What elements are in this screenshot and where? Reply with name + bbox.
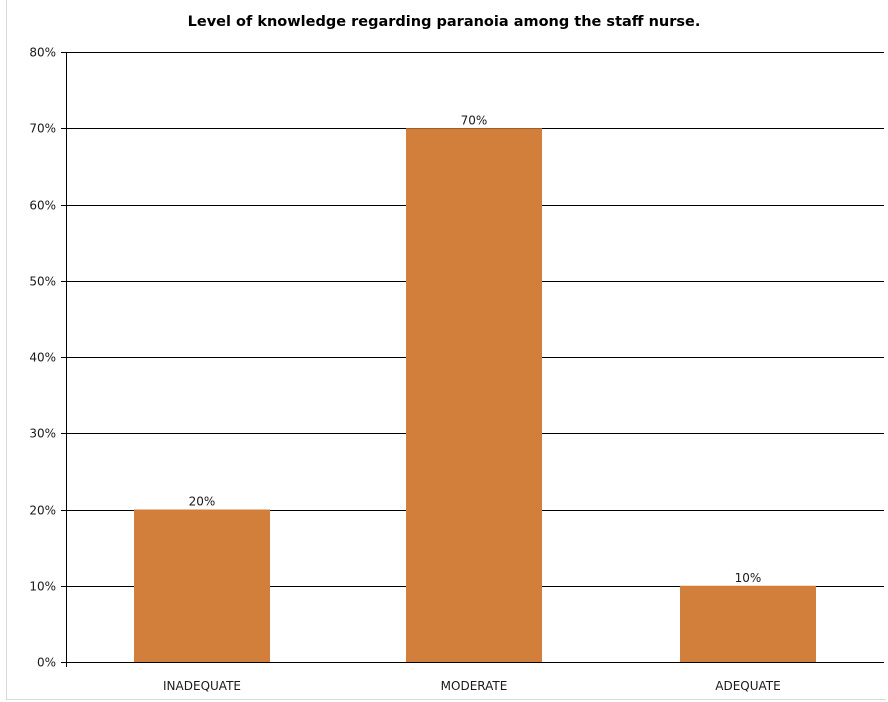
- y-tick-label: 30%: [29, 427, 56, 441]
- y-tick-label: 70%: [29, 122, 56, 136]
- y-tick-label: 40%: [29, 351, 56, 365]
- bars: [134, 128, 816, 662]
- data-label: 10%: [735, 571, 762, 585]
- y-tick-label: 80%: [29, 46, 56, 60]
- bar-moderate: [406, 128, 542, 662]
- y-tick-label: 60%: [29, 199, 56, 213]
- bar-adequate: [680, 585, 816, 662]
- data-label: 70%: [461, 113, 488, 127]
- x-tick-label: MODERATE: [441, 679, 508, 693]
- y-tick-label: 20%: [29, 504, 56, 518]
- y-tick-label: 50%: [29, 275, 56, 289]
- x-tick-label: INADEQUATE: [163, 679, 241, 693]
- y-tick-label: 10%: [29, 580, 56, 594]
- chart-title: Level of knowledge regarding paranoia am…: [187, 14, 701, 30]
- bar-inadequate: [134, 509, 270, 662]
- chart-frame: [6, 0, 886, 700]
- labels: 0% 10% 20% 30% 40% 50% 60% 70% 80% 20% INADEQUATE 7…: [29, 46, 780, 694]
- x-tick-label: ADEQUATE: [715, 679, 780, 693]
- axes: [61, 52, 884, 667]
- data-label: 20%: [189, 495, 216, 509]
- y-tick-label: 0%: [37, 656, 56, 670]
